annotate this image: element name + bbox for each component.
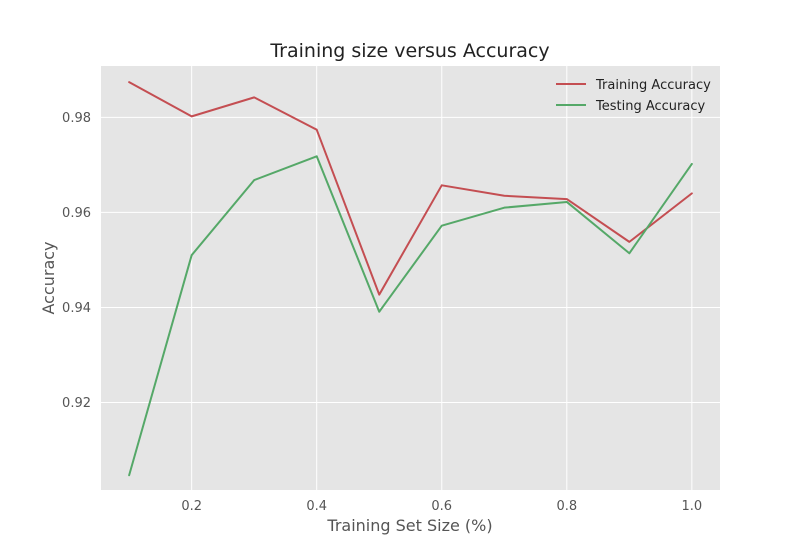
y-tick-labels: 0.92 0.94 0.96 0.98 <box>62 111 91 411</box>
x-tick-label: 0.6 <box>431 499 452 514</box>
y-tick-label: 0.98 <box>62 111 91 126</box>
plot-area <box>101 66 720 490</box>
x-tick-label: 1.0 <box>682 499 703 514</box>
x-tick-label: 0.4 <box>306 499 327 514</box>
legend: Training Accuracy Testing Accuracy <box>556 78 711 114</box>
legend-label-testing: Testing Accuracy <box>595 99 705 114</box>
x-axis-label: Training Set Size (%) <box>326 516 492 535</box>
testing-accuracy-line <box>128 155 693 477</box>
x-tick-label: 0.8 <box>556 499 577 514</box>
y-axis-label: Accuracy <box>39 241 58 314</box>
x-tick-label: 0.2 <box>181 499 202 514</box>
y-tick-label: 0.96 <box>62 206 91 221</box>
y-tick-label: 0.94 <box>62 301 91 316</box>
series-lines <box>128 81 693 477</box>
grid-lines <box>101 66 720 490</box>
legend-label-training: Training Accuracy <box>595 78 711 93</box>
x-tick-labels: 0.2 0.4 0.6 0.8 1.0 <box>181 499 702 514</box>
y-tick-label: 0.92 <box>62 396 91 411</box>
training-accuracy-line <box>128 81 693 296</box>
chart-title: Training size versus Accuracy <box>269 40 549 62</box>
